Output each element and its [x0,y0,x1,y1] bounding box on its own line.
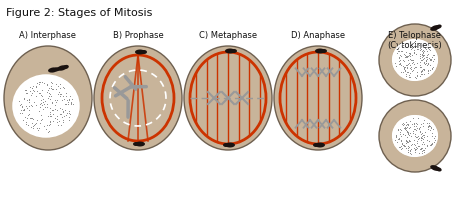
Text: C) Metaphase: C) Metaphase [199,31,257,40]
Ellipse shape [393,116,437,156]
Ellipse shape [231,49,237,53]
Ellipse shape [225,48,235,54]
Ellipse shape [313,143,319,147]
Text: Figure 2: Stages of Mitosis: Figure 2: Stages of Mitosis [6,8,152,18]
Ellipse shape [54,67,60,71]
Ellipse shape [135,142,145,146]
Ellipse shape [4,46,92,150]
Text: E) Telophase
(Cytokinesis): E) Telophase (Cytokinesis) [388,31,442,50]
Ellipse shape [436,167,442,172]
Ellipse shape [48,67,58,73]
Ellipse shape [379,24,451,96]
Ellipse shape [315,143,325,147]
Ellipse shape [436,25,442,29]
Ellipse shape [315,48,325,54]
Ellipse shape [223,143,229,147]
Ellipse shape [321,49,327,53]
Ellipse shape [94,46,182,150]
Ellipse shape [57,65,67,71]
Ellipse shape [184,46,272,150]
Ellipse shape [16,78,76,134]
Ellipse shape [133,142,139,146]
Ellipse shape [63,65,69,69]
Ellipse shape [141,50,147,54]
Ellipse shape [135,49,145,55]
Ellipse shape [430,165,440,171]
Ellipse shape [274,46,362,150]
Ellipse shape [379,100,451,172]
Ellipse shape [430,25,440,31]
Text: B) Prophase: B) Prophase [113,31,164,40]
Ellipse shape [225,143,235,147]
Ellipse shape [393,40,437,80]
Text: A) Interphase: A) Interphase [19,31,76,40]
Text: D) Anaphase: D) Anaphase [291,31,345,40]
